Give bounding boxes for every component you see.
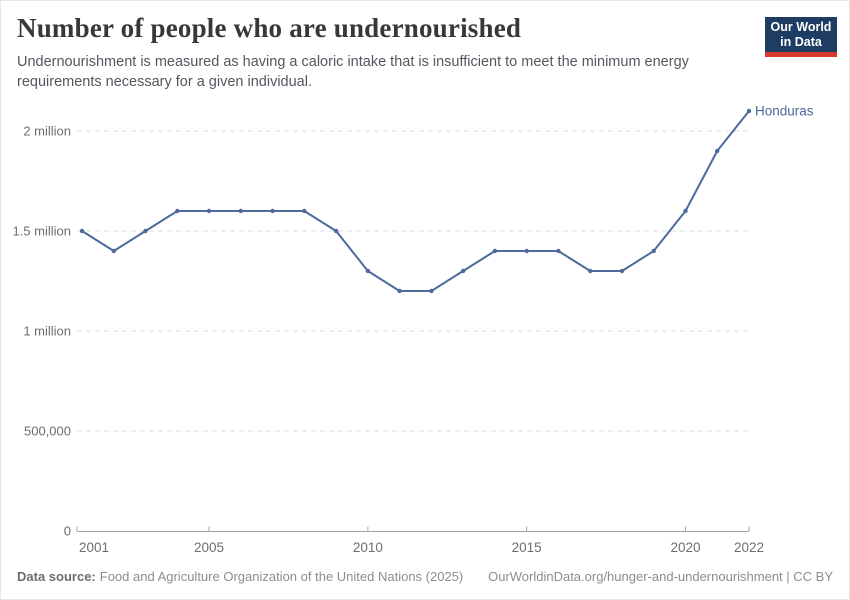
y-tick-label: 0 <box>64 524 71 539</box>
data-point[interactable] <box>365 268 371 274</box>
x-tick-label: 2015 <box>512 540 542 555</box>
data-point[interactable] <box>175 208 180 214</box>
x-tick-label: 2022 <box>734 540 764 555</box>
x-tick-label: 2020 <box>670 540 700 555</box>
data-point[interactable] <box>492 248 498 254</box>
page-title: Number of people who are undernourished <box>17 13 522 43</box>
y-tick-label: 1.5 million <box>12 224 71 239</box>
data-source-text: Food and Agriculture Organization of the… <box>99 569 464 584</box>
data-source-note: Data source: Food and Agriculture Organiz… <box>17 569 463 584</box>
chart-footer: Data source: Food and Agriculture Organiz… <box>17 569 833 584</box>
data-point[interactable] <box>460 268 466 274</box>
data-point[interactable] <box>619 268 625 274</box>
data-point[interactable] <box>206 208 212 214</box>
y-tick-label: 1 million <box>23 324 71 339</box>
data-point[interactable] <box>270 208 275 214</box>
owid-logo-line2: in Data <box>780 34 822 49</box>
x-tick-label: 2005 <box>194 540 224 555</box>
data-point[interactable] <box>333 228 339 234</box>
footer-link[interactable]: OurWorldinData.org/hunger-and-undernouri… <box>488 569 833 584</box>
data-point[interactable] <box>143 228 148 234</box>
data-point[interactable] <box>651 248 656 254</box>
chart-subtitle: Undernourishment is measured as having a… <box>17 54 689 90</box>
data-point[interactable] <box>79 228 85 234</box>
owid-logo[interactable]: Our World in Data <box>765 17 837 57</box>
data-point[interactable] <box>429 288 434 294</box>
data-point[interactable] <box>111 248 117 254</box>
data-source-label: Data source: <box>17 569 96 584</box>
data-point[interactable] <box>588 268 593 274</box>
y-tick-label: 500,000 <box>24 424 71 439</box>
data-point[interactable] <box>302 208 307 214</box>
data-point[interactable] <box>524 248 529 254</box>
data-point[interactable] <box>715 148 720 154</box>
data-point[interactable] <box>683 208 688 214</box>
data-point[interactable] <box>556 248 561 254</box>
trend-line-honduras[interactable] <box>81 110 750 292</box>
series-end-label[interactable]: Honduras <box>755 104 814 119</box>
data-point[interactable] <box>238 208 243 214</box>
x-tick-label: 2001 <box>79 540 109 555</box>
owid-logo-line1: Our World <box>770 20 832 34</box>
data-point[interactable] <box>746 108 752 114</box>
y-tick-label: 2 million <box>23 124 71 139</box>
data-point[interactable] <box>397 288 402 294</box>
x-tick-label: 2010 <box>353 540 383 555</box>
